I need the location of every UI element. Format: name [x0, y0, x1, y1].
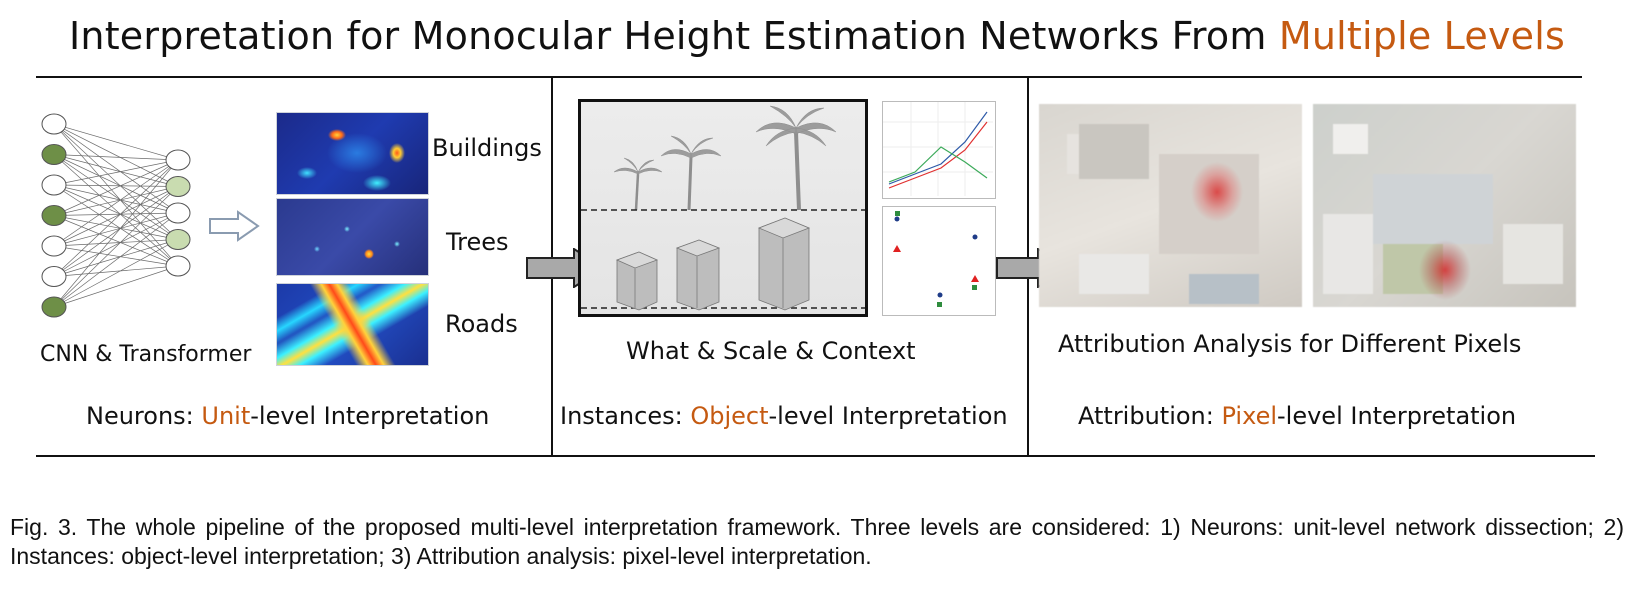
object-level-caption: Instances: Object-level Interpretation [560, 402, 1008, 430]
heatmap-trees [276, 198, 429, 276]
unit-level-caption: Neurons: Unit-level Interpretation [86, 402, 489, 430]
building-large [757, 217, 811, 311]
network-edge [53, 159, 179, 186]
attribution-analysis-label: Attribution Analysis for Different Pixel… [1058, 330, 1522, 358]
pixel-level-caption: Attribution: Pixel-level Interpretation [1078, 402, 1516, 430]
network-edge [53, 184, 179, 187]
network-edge [53, 159, 179, 216]
input-neuron [41, 266, 67, 287]
network-edge [53, 184, 179, 240]
network-edge [53, 186, 179, 308]
neural-network-diagram [41, 113, 191, 318]
hidden-neuron [165, 255, 191, 277]
pixel-caption-suffix: -level Interpretation [1277, 402, 1517, 430]
title-highlight: Multiple Levels [1278, 14, 1565, 58]
network-edge [53, 123, 179, 240]
network-edge [53, 239, 179, 277]
palm-tree-medium [660, 135, 722, 211]
network-edge [53, 184, 179, 214]
top-rule [36, 76, 1582, 78]
factors-label: What & Scale & Context [626, 337, 916, 365]
object-caption-prefix: Instances: [560, 402, 691, 430]
building-small [615, 251, 659, 311]
heatmap-roads [276, 283, 429, 366]
network-edge [53, 239, 179, 247]
network-edge [53, 154, 179, 187]
network-edge [53, 186, 179, 247]
unit-caption-highlight: Unit [201, 402, 251, 430]
network-edge [53, 265, 179, 277]
mini-scatter-chart-plot [893, 211, 979, 307]
network-edge [53, 159, 179, 308]
category-label-trees: Trees [446, 228, 509, 256]
hidden-neuron [165, 202, 191, 224]
network-edge [53, 212, 179, 216]
category-label-roads: Roads [445, 310, 518, 338]
mini-line-chart-plot [883, 102, 993, 196]
network-edge [53, 212, 179, 247]
network-edge [53, 186, 179, 277]
palm-tree-small [613, 157, 663, 211]
satellite-attribution-image-1 [1039, 104, 1302, 307]
building-medium [675, 239, 721, 311]
network-edge [53, 212, 179, 308]
input-neuron [41, 113, 67, 135]
hidden-neuron [165, 229, 191, 250]
network-edge [53, 186, 179, 216]
category-label-buildings: Buildings [432, 134, 542, 162]
network-edge [53, 154, 179, 214]
hidden-neuron [165, 176, 191, 197]
synthetic-scene-box [578, 99, 868, 317]
network-edge [53, 215, 179, 240]
heatmap-buildings [276, 112, 429, 195]
input-neuron [41, 205, 67, 226]
network-edge [53, 123, 179, 267]
unit-caption-suffix: -level Interpretation [250, 402, 490, 430]
mini-scatter-chart [882, 206, 996, 316]
satellite-attribution-image-2 [1313, 104, 1576, 307]
pixel-caption-highlight: Pixel [1221, 402, 1277, 430]
input-neuron [41, 235, 67, 257]
input-neuron [41, 296, 67, 318]
network-edge [53, 154, 179, 240]
palm-tree-large [755, 105, 837, 211]
network-label: CNN & Transformer [40, 342, 252, 367]
trees-buildings-scene [581, 105, 865, 311]
figure-caption: Fig. 3. The whole pipeline of the propos… [10, 514, 1624, 569]
network-edge [53, 154, 179, 161]
object-caption-suffix: -level Interpretation [768, 402, 1008, 430]
network-edge [53, 245, 179, 267]
network-edge [53, 215, 179, 267]
network-edge [53, 123, 179, 214]
mini-line-chart [882, 101, 996, 199]
bottom-rule [36, 455, 1595, 457]
network-edge [53, 239, 179, 308]
network-edge [53, 123, 179, 187]
network-edge [53, 184, 179, 267]
network-edge [53, 212, 179, 277]
network-edge [53, 159, 179, 247]
pixel-caption-prefix: Attribution: [1078, 402, 1222, 430]
title-prefix: Interpretation for Monocular Height Esti… [69, 14, 1279, 58]
unit-caption-prefix: Neurons: [86, 402, 202, 430]
network-edge [53, 154, 179, 267]
object-caption-highlight: Object [690, 402, 769, 430]
hidden-neuron [165, 149, 191, 171]
network-edge [53, 159, 179, 277]
network-edge [53, 265, 179, 308]
figure-title: Interpretation for Monocular Height Esti… [0, 14, 1634, 58]
input-neuron [41, 174, 67, 196]
network-edge [53, 123, 179, 161]
hollow-arrow-icon [209, 210, 260, 242]
input-neuron [41, 144, 67, 165]
